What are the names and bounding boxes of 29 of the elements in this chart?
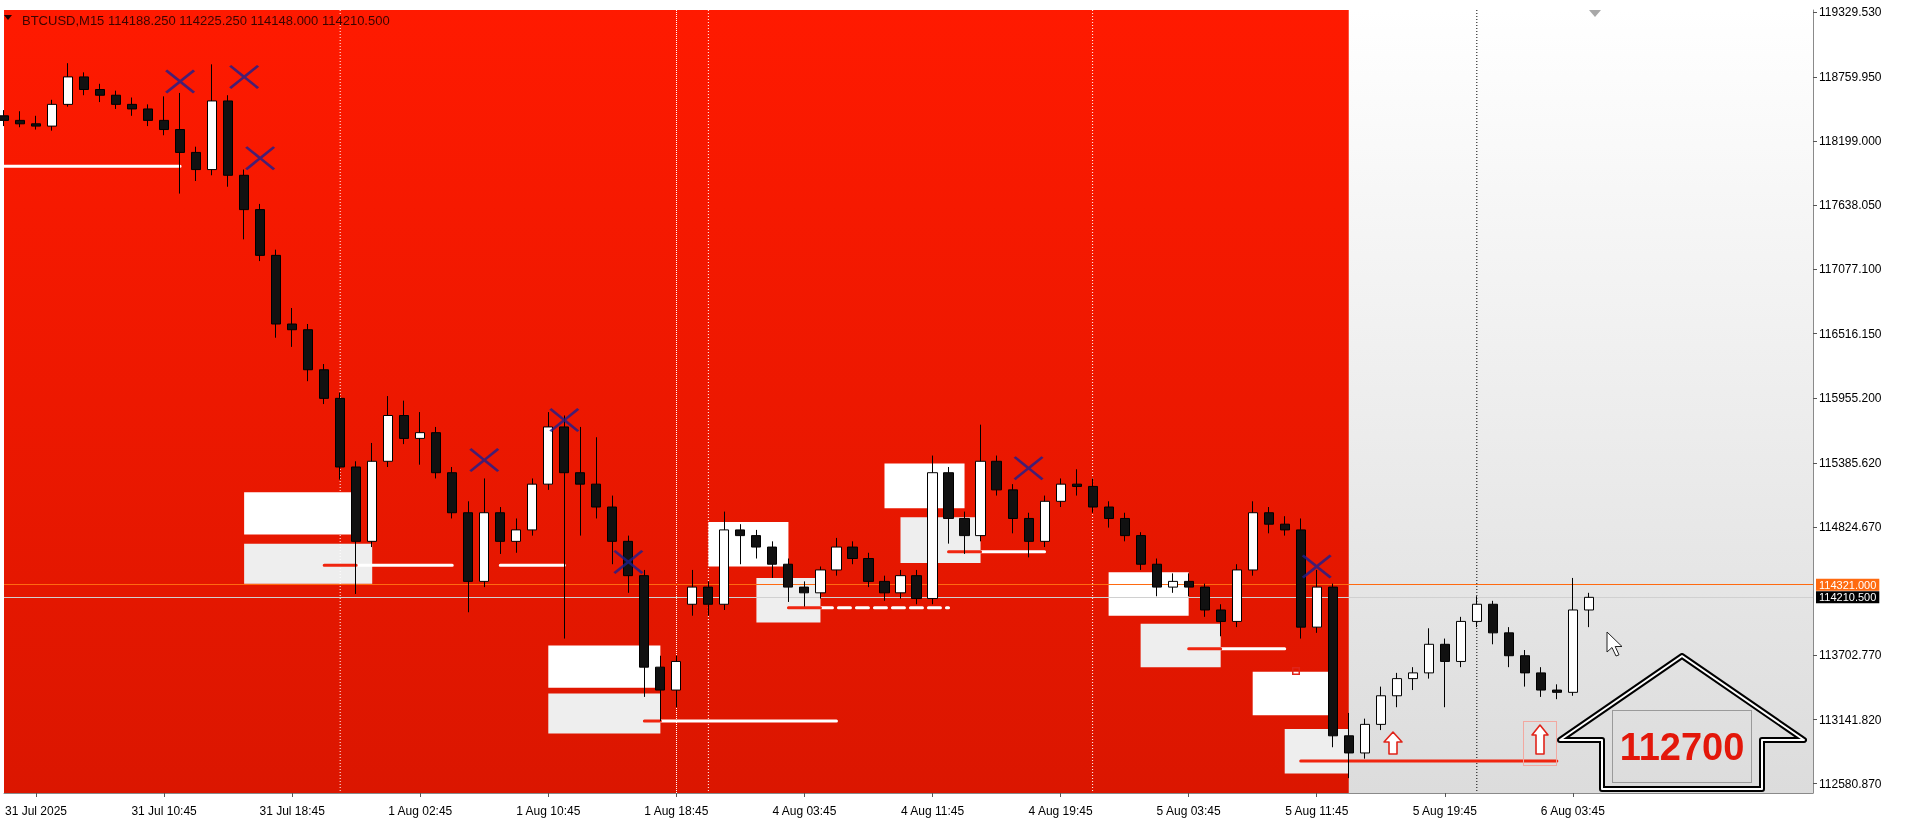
x-tick-label: 31 Jul 18:45 <box>259 804 326 818</box>
x-tick-label: 4 Aug 19:45 <box>1028 804 1093 818</box>
y-tick-label: 115955.200 <box>1819 390 1882 405</box>
x-tick-label: 4 Aug 03:45 <box>772 804 837 818</box>
x-tick-label: 4 Aug 11:45 <box>900 804 965 818</box>
x-tick-label: 1 Aug 18:45 <box>644 804 709 818</box>
x-tick-label: 5 Aug 03:45 <box>1156 804 1222 818</box>
y-tick-label: 119329.530 <box>1819 4 1882 19</box>
y-tick-label: 118759.950 <box>1819 69 1882 84</box>
y-tick-label: 112580.870 <box>1819 776 1882 791</box>
x-tick-label: 31 Jul 2025 <box>4 804 68 818</box>
y-tick-label: 116516.150 <box>1819 326 1882 341</box>
y-tick-label: 115385.620 <box>1819 455 1882 470</box>
x-tick-label: 5 Aug 19:45 <box>1412 804 1478 818</box>
y-tick-label: 113702.770 <box>1819 648 1882 663</box>
x-tick-label: 5 Aug 11:45 <box>1285 804 1349 818</box>
x-tick-label: 31 Jul 10:45 <box>131 804 198 818</box>
chart-title: BTCUSD,M15 114188.250 114225.250 114148.000 114210.500 <box>22 13 390 28</box>
y-tick-label: 113141.820 <box>1819 712 1882 727</box>
ref-line-label: 114210.500 <box>1819 591 1877 604</box>
y-tick-label: 114824.670 <box>1819 520 1882 535</box>
y-tick-label: 118199.000 <box>1819 134 1882 149</box>
ref-line-label: 114321.000 <box>1819 578 1877 591</box>
annotation: 112700 <box>1619 725 1745 768</box>
y-tick-label: 117077.100 <box>1819 262 1882 277</box>
x-tick-label: 1 Aug 10:45 <box>516 804 581 818</box>
y-tick-label: 117638.050 <box>1819 198 1882 213</box>
x-tick-label: 1 Aug 02:45 <box>388 804 453 818</box>
x-tick-label: 6 Aug 03:45 <box>1540 804 1606 818</box>
